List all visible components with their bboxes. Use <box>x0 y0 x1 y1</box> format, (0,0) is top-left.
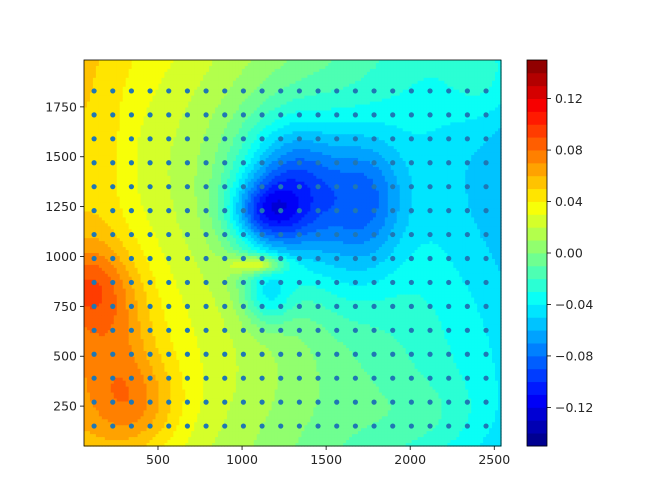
contour-plot-area <box>84 60 502 447</box>
